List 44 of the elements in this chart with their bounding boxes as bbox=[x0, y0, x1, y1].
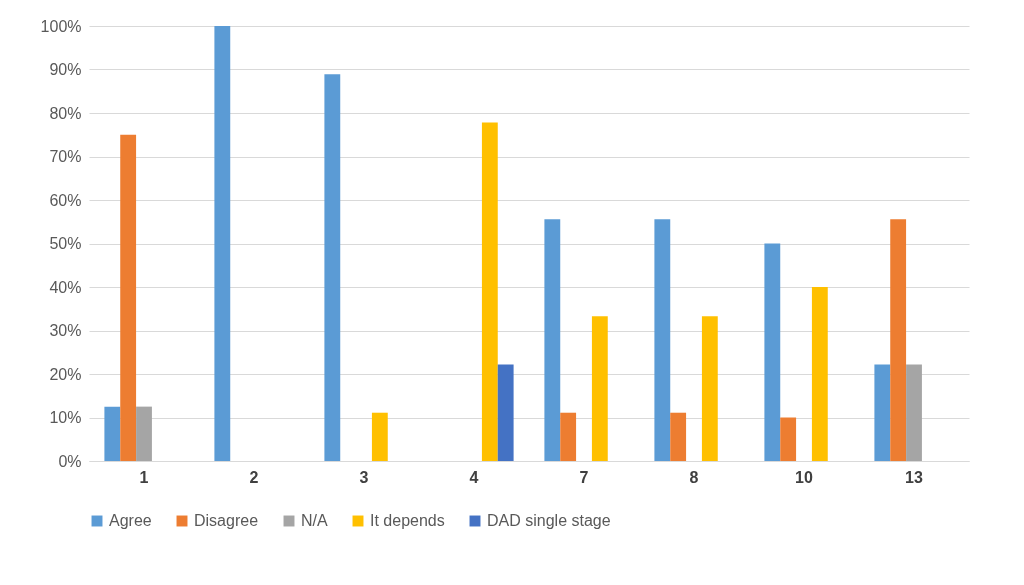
x-tick-label: 4 bbox=[469, 468, 479, 486]
y-tick-label: 80% bbox=[49, 104, 82, 122]
bar bbox=[764, 243, 781, 461]
x-tick-label: 7 bbox=[579, 468, 589, 486]
x-tick-label: 3 bbox=[359, 468, 369, 486]
bar bbox=[906, 364, 922, 461]
x-tick-label: 13 bbox=[905, 468, 923, 486]
y-tick-label: 100% bbox=[40, 17, 82, 35]
y-tick-label: 50% bbox=[49, 235, 82, 252]
y-tick-label: 90% bbox=[49, 61, 82, 78]
y-tick-label: 70% bbox=[49, 148, 82, 165]
bar bbox=[497, 364, 514, 461]
bar bbox=[481, 122, 498, 461]
y-tick-label: 20% bbox=[49, 365, 82, 383]
y-tick-label: 0% bbox=[58, 452, 82, 470]
bar bbox=[214, 26, 231, 461]
legend-label: DAD single stage bbox=[487, 512, 611, 529]
bar bbox=[670, 412, 687, 461]
legend-label: Agree bbox=[109, 512, 152, 529]
bar bbox=[780, 417, 797, 461]
legend-label: N/A bbox=[301, 512, 328, 529]
bar bbox=[591, 316, 608, 461]
bar bbox=[104, 406, 121, 461]
bar bbox=[560, 412, 577, 461]
y-tick-label: 10% bbox=[49, 409, 82, 426]
bar bbox=[811, 287, 828, 461]
y-tick-label: 30% bbox=[49, 322, 82, 339]
bar bbox=[371, 412, 388, 461]
bar bbox=[701, 316, 718, 461]
bar bbox=[874, 364, 891, 461]
y-tick-label: 40% bbox=[49, 278, 82, 296]
bar bbox=[120, 134, 137, 461]
bar bbox=[136, 406, 152, 461]
x-tick-label: 8 bbox=[689, 468, 699, 486]
bar bbox=[654, 219, 671, 461]
x-tick-label: 1 bbox=[139, 468, 149, 486]
bar bbox=[544, 219, 561, 461]
bar bbox=[324, 74, 341, 461]
legend-label: It depends bbox=[370, 512, 445, 529]
legend-label: Disagree bbox=[194, 512, 259, 529]
bar bbox=[890, 219, 907, 461]
x-tick-label: 10 bbox=[795, 468, 813, 486]
y-tick-label: 60% bbox=[49, 191, 82, 209]
x-tick-label: 2 bbox=[249, 468, 259, 486]
